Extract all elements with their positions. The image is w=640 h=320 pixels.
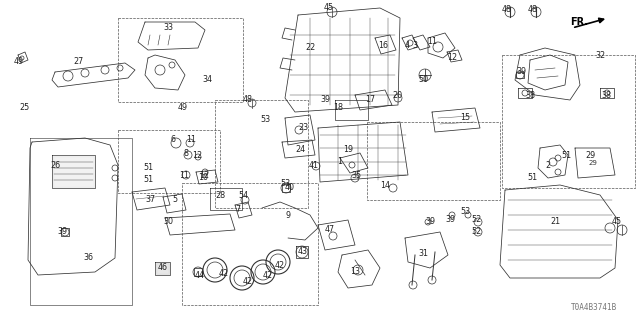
Text: 52: 52	[472, 215, 482, 225]
Text: 14: 14	[380, 180, 390, 189]
Text: 48: 48	[243, 95, 253, 105]
Text: 39: 39	[516, 68, 526, 76]
Text: T0A4B3741B: T0A4B3741B	[571, 303, 617, 312]
Text: 53: 53	[260, 116, 270, 124]
Text: 38: 38	[601, 91, 611, 100]
Text: 49: 49	[178, 103, 188, 113]
Text: 30: 30	[163, 218, 173, 227]
Text: 18: 18	[333, 103, 343, 113]
Text: 2: 2	[545, 161, 550, 170]
Text: 39: 39	[445, 215, 455, 225]
Text: 3: 3	[413, 41, 417, 50]
Text: 49: 49	[14, 58, 24, 67]
Text: 7: 7	[236, 205, 241, 214]
Text: 27: 27	[73, 58, 83, 67]
Text: 47: 47	[325, 226, 335, 235]
Text: 42: 42	[243, 277, 253, 286]
Text: 4: 4	[404, 41, 410, 50]
Text: 34: 34	[202, 76, 212, 84]
Text: 51: 51	[143, 164, 153, 172]
Text: 32: 32	[595, 51, 605, 60]
Text: 39: 39	[320, 95, 330, 105]
Text: 21: 21	[550, 218, 560, 227]
Text: 11: 11	[186, 135, 196, 145]
Text: 36: 36	[83, 253, 93, 262]
Text: 31: 31	[418, 249, 428, 258]
Text: 16: 16	[378, 41, 388, 50]
Text: 39: 39	[57, 228, 67, 236]
Text: 29: 29	[585, 150, 595, 159]
Text: 15: 15	[460, 114, 470, 123]
Text: 9: 9	[285, 211, 291, 220]
Text: 43: 43	[298, 247, 308, 257]
Text: 45: 45	[324, 4, 334, 12]
Text: 42: 42	[263, 270, 273, 279]
Text: 53: 53	[280, 179, 290, 188]
Text: 48: 48	[502, 5, 512, 14]
Text: 25: 25	[20, 103, 30, 113]
Text: 52: 52	[472, 228, 482, 236]
Text: FR.: FR.	[570, 17, 588, 27]
Text: 12: 12	[192, 150, 202, 159]
Text: 50: 50	[418, 76, 428, 84]
Text: 5: 5	[172, 196, 177, 204]
Text: 8: 8	[184, 148, 189, 157]
Text: 40: 40	[285, 183, 295, 193]
Text: 51: 51	[143, 175, 153, 185]
Text: 19: 19	[343, 146, 353, 155]
Text: 12: 12	[447, 52, 457, 61]
Text: 53: 53	[460, 207, 470, 217]
Text: 41: 41	[309, 161, 319, 170]
Text: 22: 22	[305, 44, 315, 52]
Text: 42: 42	[219, 268, 229, 277]
Text: 48: 48	[528, 5, 538, 14]
Text: 11: 11	[427, 37, 437, 46]
Text: 24: 24	[295, 146, 305, 155]
Text: 13: 13	[350, 268, 360, 276]
Text: 12: 12	[199, 171, 209, 180]
Text: 26: 26	[50, 161, 60, 170]
Text: 1: 1	[337, 157, 342, 166]
Text: 11: 11	[179, 171, 189, 180]
Text: 44: 44	[195, 270, 205, 279]
Text: 29: 29	[589, 160, 597, 166]
Text: 51: 51	[527, 173, 537, 182]
Text: 6: 6	[170, 135, 175, 145]
Text: 10: 10	[198, 173, 208, 182]
Text: 28: 28	[215, 190, 225, 199]
Text: 39: 39	[425, 218, 435, 227]
Text: 23: 23	[298, 124, 308, 132]
Text: 38: 38	[525, 91, 535, 100]
Text: 54: 54	[238, 190, 248, 199]
Text: 35: 35	[351, 171, 361, 180]
Text: 51: 51	[561, 150, 571, 159]
Text: 46: 46	[158, 263, 168, 273]
Text: 45: 45	[612, 218, 622, 227]
Text: 33: 33	[163, 23, 173, 33]
Text: 20: 20	[392, 91, 402, 100]
Text: 37: 37	[145, 196, 155, 204]
Text: 42: 42	[275, 260, 285, 269]
Text: 17: 17	[365, 95, 375, 105]
